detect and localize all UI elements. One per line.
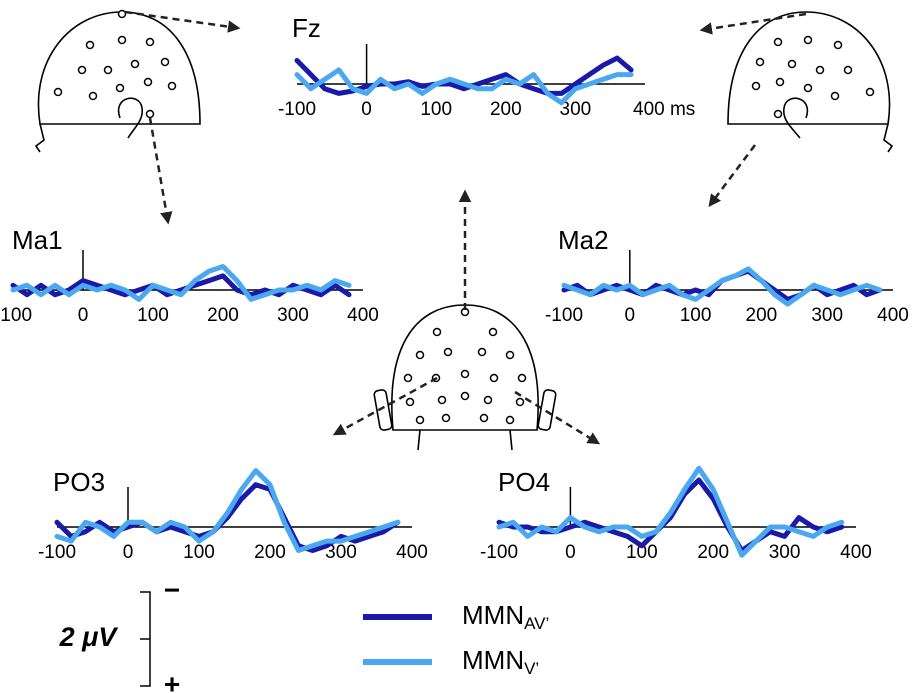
x-tick-label: -100 — [545, 305, 583, 326]
x-tick-label: 200 — [254, 542, 286, 563]
trace — [294, 67, 634, 106]
x-tick-label: 0 — [565, 542, 576, 563]
trace — [496, 465, 845, 558]
panel-title: Fz — [292, 13, 321, 43]
x-tick-label: -100 — [278, 99, 316, 120]
scale-label: 2 μV — [59, 622, 119, 652]
panel: PO4 -100 0 100 200 300 400 — [480, 465, 872, 563]
x-tick-label: 200 — [697, 542, 729, 563]
x-tick-label: 100 — [183, 542, 215, 563]
x-tick-label: 300 — [560, 99, 592, 120]
x-tick-label: 400 ms — [633, 99, 695, 120]
x-tick-label: 400 — [877, 305, 909, 326]
x-tick-label: 100 — [626, 542, 658, 563]
trace — [10, 264, 352, 302]
head-back — [373, 304, 557, 451]
legend-subscript: AV’ — [524, 614, 549, 633]
trace — [54, 482, 401, 553]
x-tick-label: 300 — [811, 305, 843, 326]
x-tick-label: 400 — [396, 542, 428, 563]
legend-label: MMNV’ — [462, 645, 539, 679]
legend-name: MMN — [462, 645, 524, 675]
x-tick-label: 300 — [769, 542, 801, 563]
x-tick-label: 0 — [123, 542, 134, 563]
panel: Ma2 -100 0 100 200 300 400 — [545, 225, 909, 326]
x-tick-label: 0 — [625, 305, 636, 326]
x-tick-label: 100 — [137, 305, 169, 326]
panel-title: PO3 — [53, 467, 105, 497]
x-tick-label: 0 — [78, 305, 89, 326]
x-tick-label: 100 — [420, 99, 452, 120]
x-tick-label: -100 — [0, 305, 32, 326]
panel-title: Ma2 — [558, 225, 609, 255]
trace — [10, 273, 352, 298]
x-tick-label: 400 — [347, 305, 379, 326]
x-tick-label: 200 — [746, 305, 778, 326]
x-tick-label: 300 — [325, 542, 357, 563]
scale-bottom: + — [164, 668, 180, 693]
x-tick-label: 0 — [361, 99, 372, 120]
scale-bar — [140, 591, 151, 687]
head-right — [727, 11, 894, 153]
legend-label: MMNAV’ — [462, 600, 549, 634]
arrows — [124, 10, 807, 445]
head-left — [34, 9, 201, 153]
legend-subscript: V’ — [524, 659, 539, 678]
panel: Fz -100 0 100 200 300 400 ms — [278, 13, 695, 120]
x-tick-label: 300 — [277, 305, 309, 326]
x-tick-label: 200 — [490, 99, 522, 120]
x-tick-label: -100 — [38, 542, 76, 563]
x-tick-label: -100 — [480, 542, 518, 563]
scale-top: − — [164, 574, 180, 605]
panel-title: Ma1 — [12, 225, 63, 255]
trace — [561, 266, 883, 307]
x-tick-label: 100 — [680, 305, 712, 326]
trace — [561, 268, 883, 302]
x-tick-label: 400 — [840, 542, 872, 563]
x-tick-label: 200 — [207, 305, 239, 326]
panel: PO3 -100 0 100 200 300 400 — [38, 467, 428, 563]
panel-title: PO4 — [498, 467, 550, 497]
trace — [54, 468, 401, 553]
legend-name: MMN — [462, 600, 524, 630]
panel: Ma1 -100 0 100 200 300 400 — [0, 225, 379, 326]
